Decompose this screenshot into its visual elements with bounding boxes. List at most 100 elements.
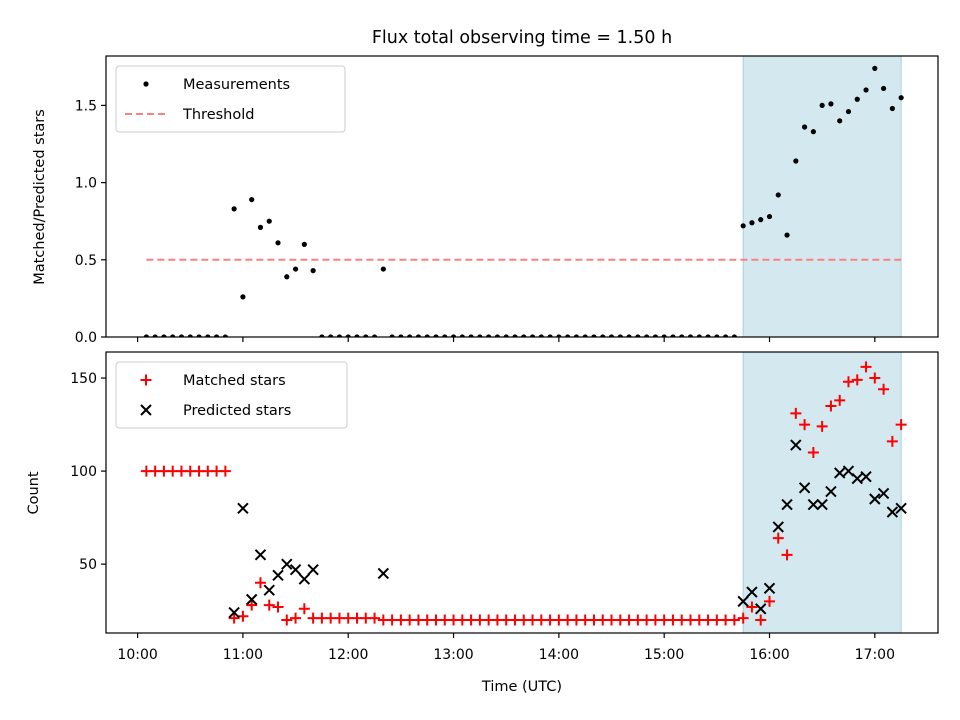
predicted-star-point [263,584,275,596]
top-y-axis-label: Matched/Predicted stars [32,109,48,285]
predicted-star-point [272,569,284,582]
measurement-point [573,334,580,337]
measurement-point [608,334,615,337]
predicted-star-point [746,586,758,598]
measurement-point [152,334,158,337]
measurement-point [398,334,404,337]
measurement-point [486,334,492,337]
measurement-point [266,218,272,224]
matched-star-point [790,407,802,419]
predicted-star-point [755,603,767,615]
measurement-point [793,158,799,164]
predicted-star-point [781,498,793,511]
x-tick-label: 17:00 [855,647,895,663]
predicted-star-point [825,485,837,498]
measurement-point [407,334,413,337]
measurement-point [380,266,386,272]
top-plot-area [143,56,904,337]
measurement-point [784,232,790,238]
bottom-plot-area [140,352,907,633]
legend-marker-matched [140,374,152,386]
bottom-y-tick-label: 50 [79,557,97,573]
measurement-point [170,334,176,337]
measurement-point [828,101,834,107]
measurement-point [468,334,474,337]
predicted-star-point [790,439,802,451]
measurement-point [354,334,360,337]
measurement-point [766,213,773,220]
measurement-point [310,268,316,274]
chart-title: Flux total observing time = 1.50 h [372,28,672,48]
predicted-star-point [763,582,776,595]
x-tick-label: 14:00 [539,647,579,663]
matched-star-point [737,612,749,624]
x-tick-label: 16:00 [749,647,789,663]
measurement-point [556,334,562,337]
top-observing-window [742,56,902,337]
matched-star-point [895,419,907,431]
measurement-point [284,274,290,280]
ratio-panel: 0.0 0.5 1.0 1.5 Measurements Threshold [75,55,939,346]
predicted-star-point [877,487,890,500]
measurement-point [880,85,887,92]
measurement-point [837,118,843,124]
predicted-star-point [869,493,881,505]
measurement-point [538,334,544,337]
x-axis-label: Time (UTC) [481,679,562,695]
matched-star-point [298,603,310,615]
measurement-point [319,334,325,337]
matched-star-point [878,383,890,395]
matched-star-point [254,577,266,589]
measurement-point [345,334,351,337]
measurement-point [433,334,439,337]
matched-star-point [369,612,381,624]
measurement-point [494,334,501,337]
measurement-point [687,334,694,337]
predicted-star-point [737,595,749,608]
predicted-star-point [245,593,258,606]
predicted-star-point [807,498,820,511]
x-tick-label: 12:00 [328,647,368,663]
measurement-point [240,294,246,300]
matched-star-point [281,614,293,626]
predicted-star-point [860,470,872,483]
measurement-point [547,334,553,337]
measurement-point [898,95,904,101]
predicted-star-point [772,521,784,533]
matched-star-point [860,361,872,373]
bottom-y-tick-label: 100 [70,464,97,480]
top-y-tick-label: 1.0 [75,176,97,192]
predicted-star-point [307,564,319,576]
matched-star-point [807,446,819,458]
measurement-point [775,192,781,198]
top-axes-frame [105,55,939,338]
measurement-point [222,334,228,337]
top-legend: Measurements Threshold [115,65,346,133]
measurement-point [503,334,509,337]
measurement-point [679,334,685,337]
measurement-point [652,334,659,337]
x-tick-label: 10:00 [117,647,157,663]
measurement-point [529,334,536,337]
count-panel: 50 100 150 10:00 11:00 12:00 13:00 14:00 15:00 16… [70,351,939,663]
measurement-point [819,102,825,109]
measurement-point [389,334,395,337]
top-y-tick-label: 0.0 [75,330,97,346]
matched-star-point [772,532,784,544]
matched-star-point [834,394,846,406]
measurement-point [889,105,895,112]
predicted-star-point [281,558,293,570]
measurement-point [187,334,193,337]
matched-star-point [799,419,811,431]
measurement-point [591,334,597,337]
measurement-point [731,334,737,337]
measurement-point [161,334,167,337]
bottom-observing-window [742,352,902,633]
measurement-point [450,334,457,337]
measurement-point [231,206,237,212]
predicted-star-point [816,498,828,511]
measurement-point [477,334,483,337]
legend-marker-predicted [140,404,152,416]
matched-star-point [825,400,837,412]
